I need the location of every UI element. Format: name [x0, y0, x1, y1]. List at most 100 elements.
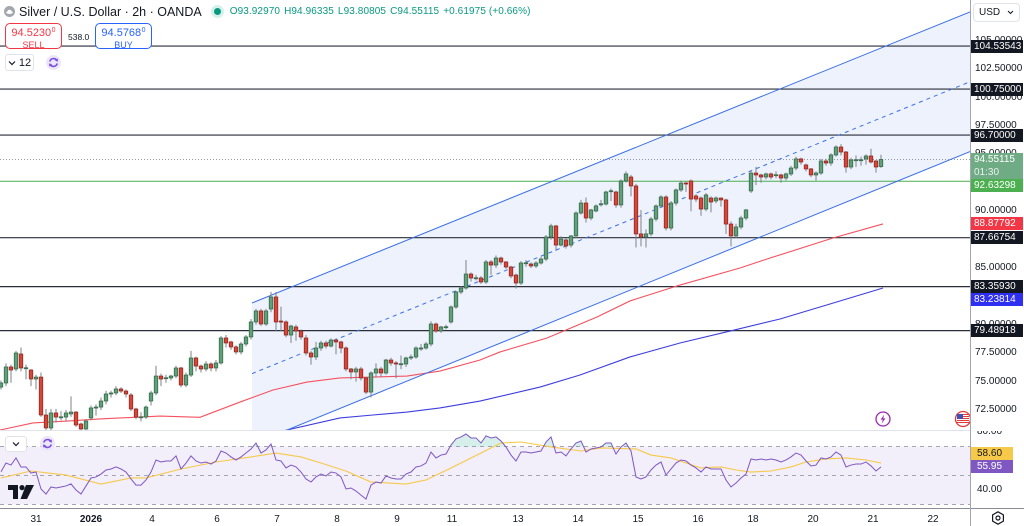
candle	[63, 410, 69, 422]
candle-body	[628, 176, 634, 187]
high-value: H94.96335	[284, 6, 334, 17]
rsi-pane-collapse-button[interactable]	[5, 436, 27, 452]
time-tick-label: 20	[807, 514, 819, 525]
candle-body	[678, 182, 684, 191]
price-axis[interactable]: 105.00000102.50000100.0000097.5000095.00…	[971, 0, 1024, 508]
candle	[828, 153, 834, 166]
candle	[333, 338, 339, 355]
candle-body	[453, 291, 459, 308]
tradingview-logo-icon[interactable]	[8, 485, 34, 500]
candle-body	[493, 257, 499, 266]
candle-body	[383, 359, 389, 374]
candle-body	[458, 287, 464, 293]
price-badge: 88.87792	[971, 217, 1023, 231]
candle-body	[833, 146, 839, 156]
price-tick-label: 97.50000	[975, 119, 1017, 131]
price-badge-value: 87.66754	[974, 232, 1016, 244]
candle	[148, 390, 154, 406]
chevron-down-icon	[1007, 10, 1014, 15]
candle-body	[598, 203, 604, 206]
candle-body	[38, 376, 44, 416]
sell-button[interactable]: 94.52300 SELL	[5, 23, 62, 50]
candle	[578, 199, 584, 215]
time-tick-label: 11	[446, 514, 458, 525]
close-value: C94.55115	[390, 6, 440, 17]
candle	[168, 374, 174, 381]
currency-label: USD	[979, 7, 1001, 18]
candle-body	[328, 339, 334, 347]
candle-body	[863, 155, 869, 160]
candle-body	[288, 325, 294, 336]
candle-body	[163, 377, 169, 380]
candle-body	[343, 347, 349, 370]
price-badge-value: 79.48918	[974, 325, 1016, 337]
candle	[193, 356, 199, 372]
indicators-toggle-button[interactable]: 12	[5, 54, 34, 71]
symbol-legend: Silver / U.S. Dollar · 2h · OANDA O93.92…	[4, 3, 531, 20]
candle-body	[848, 159, 854, 168]
candle-body	[373, 368, 379, 374]
candle	[98, 397, 104, 411]
candle-body	[603, 191, 609, 205]
candle	[598, 199, 604, 207]
candle	[438, 325, 444, 333]
candle-body	[513, 274, 519, 284]
candle	[283, 320, 289, 338]
price-badge: 83.35930	[971, 280, 1023, 294]
time-axis[interactable]: 31 2026 4 6 7 8 9 11 13 14 15 16 18 20 21 22	[0, 509, 970, 526]
candle	[93, 404, 99, 416]
candle	[243, 335, 249, 347]
chevron-down-icon	[12, 442, 20, 447]
candle	[78, 422, 84, 430]
candle-body	[633, 185, 639, 235]
symbol-title[interactable]: Silver / U.S. Dollar · 2h · OANDA	[19, 4, 202, 19]
candle-body	[738, 217, 744, 228]
candle	[13, 350, 19, 372]
candle-body	[253, 310, 259, 323]
candle	[258, 308, 264, 326]
candle-body	[398, 363, 404, 366]
indicators-count: 12	[18, 56, 32, 69]
refresh-icon[interactable]	[46, 55, 61, 70]
candle-body	[303, 337, 309, 354]
candle-body	[843, 151, 849, 168]
price-badge-value: 104.53543	[974, 40, 1022, 52]
candle	[803, 163, 809, 172]
candle	[693, 194, 699, 203]
candle-body	[338, 341, 344, 349]
candle-body	[583, 202, 589, 219]
candle-body	[488, 261, 494, 266]
us-flag-event-icon[interactable]	[954, 410, 972, 428]
chart-settings-gear-icon[interactable]	[991, 511, 1005, 525]
lightning-event-icon[interactable]	[875, 411, 891, 427]
candle-body	[753, 172, 759, 176]
candle	[233, 345, 239, 355]
candle	[343, 346, 349, 372]
candle	[758, 173, 764, 183]
candle-body	[283, 321, 289, 336]
currency-dropdown[interactable]: USD	[973, 3, 1020, 22]
candle	[753, 166, 759, 186]
candle	[383, 358, 389, 375]
price-badge-value: 83.23814	[974, 294, 1016, 306]
candle	[178, 366, 184, 388]
candle-body	[733, 226, 739, 237]
candle-body	[158, 375, 164, 380]
buy-button[interactable]: 94.57680 BUY	[95, 23, 152, 50]
candle	[113, 386, 119, 396]
candle-body	[318, 342, 324, 349]
candle-body	[878, 159, 884, 167]
refresh-icon[interactable]	[40, 436, 55, 451]
candle	[263, 308, 269, 326]
candle	[23, 364, 29, 380]
candle-body	[23, 367, 29, 370]
candle-body	[743, 209, 749, 219]
candle	[8, 364, 14, 383]
candle-body	[248, 321, 254, 338]
candle	[833, 145, 839, 157]
candle-body	[333, 339, 339, 343]
candle-body	[728, 223, 734, 237]
candle-body	[798, 158, 804, 163]
